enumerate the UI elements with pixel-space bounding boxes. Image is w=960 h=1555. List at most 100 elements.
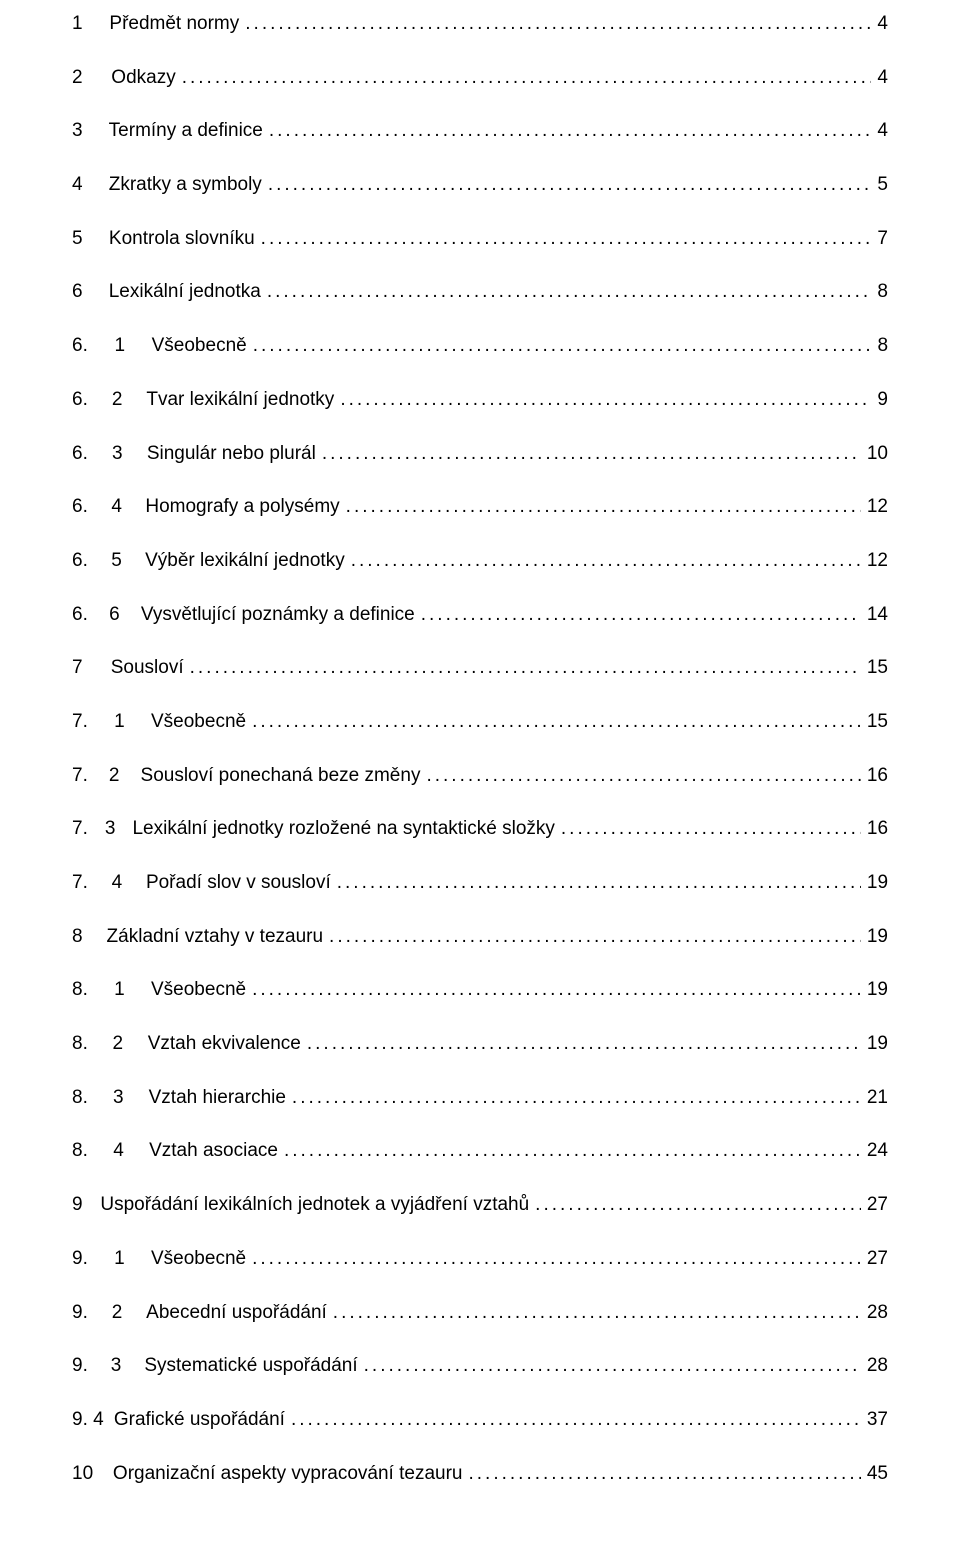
toc-entry-page: 16 (867, 817, 888, 842)
toc-row: 9. 4Grafické uspořádání37 (72, 1408, 888, 1433)
toc-leader-dots (561, 817, 861, 842)
toc-entry-page: 12 (867, 495, 888, 520)
toc-leader-dots (253, 334, 872, 359)
toc-entry-title: Kontrola slovníku (109, 227, 255, 252)
toc-entry-number: 6. (72, 549, 88, 574)
toc-entry-number: 8. (72, 1032, 88, 1057)
toc-row: 6. 4 Homografy a polysémy 12 (72, 495, 888, 520)
toc-row: 6.1Všeobecně8 (72, 334, 888, 359)
toc-leader-dots (182, 66, 872, 91)
toc-entry-page: 27 (867, 1193, 888, 1218)
toc-row: 1 Předmět normy 4 (72, 12, 888, 37)
toc-entry-title: Lexikální jednotky rozložené na syntakti… (132, 817, 554, 842)
toc-row: 6.6Vysvětlující poznámky a definice14 (72, 603, 888, 628)
toc-entry-number: 6. (72, 334, 88, 359)
toc-row: 8. 2 Vztah ekvivalence 19 (72, 1032, 888, 1057)
toc-entry-title: Vysvětlující poznámky a definice (141, 603, 415, 628)
toc-row: 7.1Všeobecně15 (72, 710, 888, 735)
toc-entry-title: Sousloví ponechaná beze změny (141, 764, 421, 789)
toc-entry-title: Singulár nebo plurál (147, 442, 316, 467)
toc-entry-title: Základní vztahy v tezauru (107, 925, 324, 950)
toc-entry-number: 7. (72, 871, 88, 896)
toc-entry-number: 7. (72, 764, 88, 789)
toc-entry-subnumber: 4 (113, 1139, 124, 1164)
toc-entry-page: 12 (867, 549, 888, 574)
toc-entry-number: 8. (72, 1139, 88, 1164)
toc-entry-number: 2 (72, 66, 83, 91)
toc-entry-number: 6. (72, 495, 88, 520)
toc-entry-page: 4 (877, 12, 888, 37)
toc-entry-page: 15 (867, 710, 888, 735)
toc-entry-title: Vztah ekvivalence (148, 1032, 301, 1057)
toc-leader-dots (267, 280, 872, 305)
toc-entry-page: 9 (877, 388, 888, 413)
toc-entry-title: Grafické uspořádání (114, 1408, 285, 1433)
toc-entry-number: 8. (72, 1086, 88, 1111)
toc-entry-page: 28 (867, 1354, 888, 1379)
toc-entry-number: 7 (72, 656, 83, 681)
toc-entry-page: 28 (867, 1301, 888, 1326)
toc-row: 9Uspořádání lexikálních jednotek a vyjád… (72, 1193, 888, 1218)
toc-entry-subnumber: 2 (112, 388, 123, 413)
toc-entry-subnumber: 4 (111, 495, 122, 520)
toc-entry-page: 21 (867, 1086, 888, 1111)
toc-entry-subnumber: 3 (111, 1354, 122, 1379)
toc-entry-number: 6 (72, 280, 83, 305)
toc-entry-title: Tvar lexikální jednotky (146, 388, 334, 413)
toc-entry-page: 27 (867, 1247, 888, 1272)
toc-entry-title: Všeobecně (151, 1247, 246, 1272)
toc-entry-page: 19 (867, 1032, 888, 1057)
toc-entry-title: Pořadí slov v sousloví (146, 871, 331, 896)
toc-entry-page: 37 (867, 1408, 888, 1433)
toc-row: 6.3Singulár nebo plurál10 (72, 442, 888, 467)
toc-leader-dots (346, 495, 861, 520)
toc-entry-number: 4 (72, 173, 83, 198)
toc-row: 8Základní vztahy v tezauru19 (72, 925, 888, 950)
toc-entry-number: 6. (72, 603, 88, 628)
toc-entry-number: 6. (72, 388, 88, 413)
toc-row: 6. 2 Tvar lexikální jednotky 9 (72, 388, 888, 413)
toc-row: 8.3Vztah hierarchie21 (72, 1086, 888, 1111)
toc-leader-dots (307, 1032, 861, 1057)
toc-entry-subnumber: 1 (114, 978, 125, 1003)
toc-leader-dots (291, 1408, 861, 1433)
toc-entry-number: 8 (72, 925, 83, 950)
toc-entry-page: 45 (867, 1462, 888, 1487)
toc-entry-number: 7. (72, 710, 88, 735)
toc-row: 2Odkazy4 (72, 66, 888, 91)
toc-entry-subnumber: 6 (109, 603, 120, 628)
toc-entry-title: Výběr lexikální jednotky (145, 549, 345, 574)
toc-entry-number: 1 (72, 12, 83, 37)
toc-leader-dots (269, 119, 872, 144)
toc-entry-number: 5 (72, 227, 83, 252)
toc-entry-title: Homografy a polysémy (145, 495, 339, 520)
toc-entry-number: 9. (72, 1247, 88, 1272)
toc-entry-subnumber: 1 (114, 710, 125, 735)
toc-entry-title: Lexikální jednotka (109, 280, 261, 305)
toc-entry-number: 7. (72, 817, 88, 842)
toc-leader-dots (337, 871, 861, 896)
toc-leader-dots (252, 1247, 861, 1272)
toc-row: 7.2Sousloví ponechaná beze změny16 (72, 764, 888, 789)
toc-entry-page: 24 (867, 1139, 888, 1164)
toc-entry-page: 5 (877, 173, 888, 198)
toc-entry-subnumber: 1 (114, 334, 125, 359)
toc-entry-subnumber: 2 (113, 1032, 124, 1057)
toc-entry-subnumber: 2 (112, 1301, 123, 1326)
toc-leader-dots (252, 978, 861, 1003)
toc-row: 9.3Systematické uspořádání28 (72, 1354, 888, 1379)
toc-entry-number: 8. (72, 978, 88, 1003)
toc-row: 7.3Lexikální jednotky rozložené na synta… (72, 817, 888, 842)
toc-row: 8.1Všeobecně19 (72, 978, 888, 1003)
toc-leader-dots (333, 1301, 861, 1326)
toc-entry-page: 19 (867, 871, 888, 896)
toc-row: 4Zkratky a symboly5 (72, 173, 888, 198)
toc-leader-dots (284, 1139, 861, 1164)
toc-entry-subnumber: 1 (114, 1247, 125, 1272)
toc-entry-title: Předmět normy (109, 12, 239, 37)
toc-entry-title: Všeobecně (151, 978, 246, 1003)
toc-row: 3Termíny a definice4 (72, 119, 888, 144)
toc-list: 1 Předmět normy 4 2Odkazy4 3Termíny a defini… (72, 12, 888, 1486)
toc-entry-title: Vztah asociace (149, 1139, 278, 1164)
toc-entry-title: Vztah hierarchie (149, 1086, 286, 1111)
